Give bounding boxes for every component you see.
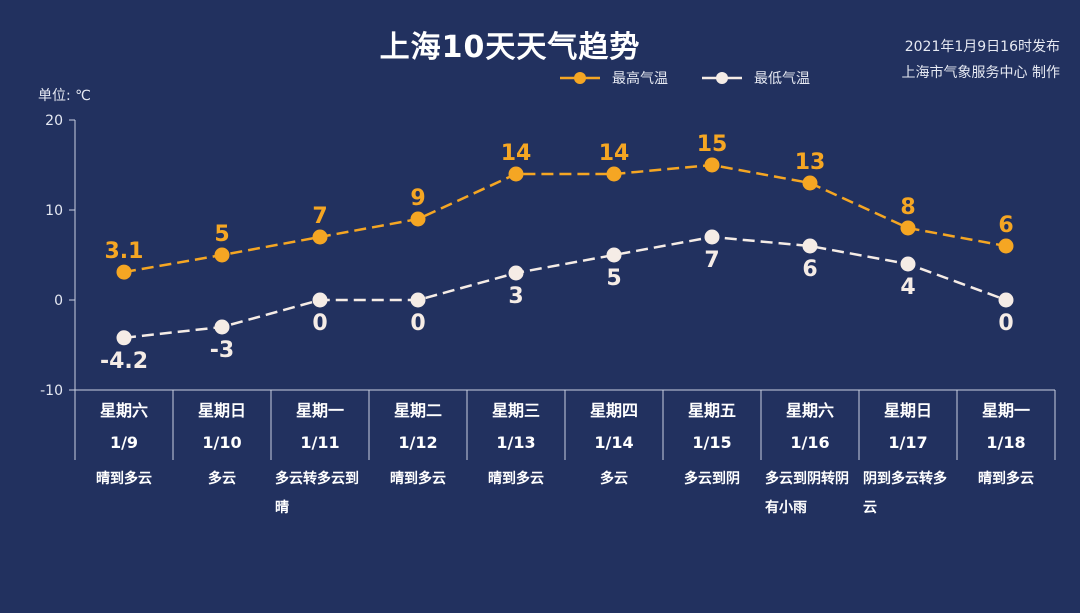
day-cell: 星期六 1/9 (75, 398, 173, 458)
low-data-label: 7 (704, 248, 719, 273)
day-cell: 星期五 1/15 (663, 398, 761, 458)
weather-desc: 多云到阴 (684, 471, 740, 487)
legend-low-label: 最低气温 (754, 71, 810, 87)
y-tick-label: 20 (45, 113, 63, 129)
low-point (802, 238, 818, 254)
high-data-label: 13 (795, 150, 826, 175)
weekday-label: 星期四 (589, 401, 638, 420)
day-cell: 星期日 1/17 (859, 398, 957, 458)
day-cell: 星期二 1/12 (369, 398, 467, 458)
issuer: 上海市气象服务中心 制作 (901, 65, 1060, 81)
low-point (900, 256, 916, 272)
low-data-label: 0 (998, 311, 1013, 336)
weekday-label: 星期六 (99, 401, 148, 420)
low-point (116, 330, 132, 346)
high-point (214, 247, 230, 263)
weekday-label: 星期六 (785, 401, 834, 420)
low-point (410, 292, 426, 308)
issue-time: 2021年1月9日16时发布 (904, 39, 1060, 55)
high-data-label: 14 (501, 141, 532, 166)
date-label: 1/13 (496, 433, 536, 452)
weather-desc: 晴到多云 (978, 471, 1034, 487)
weather-desc: 多云 (600, 471, 628, 487)
low-data-label: 0 (312, 311, 327, 336)
day-cell: 星期四 1/14 (565, 398, 663, 458)
low-point (998, 292, 1014, 308)
weather-desc: 晴到多云 (390, 471, 446, 487)
y-tick-label: -10 (40, 383, 63, 399)
weekday-label: 星期五 (687, 401, 736, 420)
low-data-label: 3 (508, 284, 523, 309)
legend-low-marker-icon (702, 72, 742, 84)
high-data-label: 8 (900, 195, 915, 220)
legend-item-low: 最低气温 (700, 68, 810, 88)
low-point (508, 265, 524, 281)
low-data-label: 4 (900, 275, 915, 300)
weekday-label: 星期一 (981, 401, 1030, 420)
day-cell: 星期日 1/10 (173, 398, 271, 458)
low-data-label: 0 (410, 311, 425, 336)
y-tick-label: 0 (54, 293, 63, 309)
date-label: 1/12 (398, 433, 438, 452)
weather-desc: 阴到多云转多云 (863, 471, 947, 516)
low-data-label: 5 (606, 266, 621, 291)
high-data-label: 6 (998, 213, 1013, 238)
y-axis-unit: 单位: ℃ (38, 88, 91, 104)
date-label: 1/18 (986, 433, 1026, 452)
weekday-label: 星期日 (197, 401, 246, 420)
low-data-label: -3 (210, 338, 234, 363)
weekday-label: 星期日 (883, 401, 932, 420)
legend-high-marker-icon (560, 72, 600, 84)
weather-desc: 多云到阴转阴有小雨 (765, 471, 849, 516)
date-label: 1/14 (594, 433, 634, 452)
date-label: 1/17 (888, 433, 928, 452)
high-point (508, 166, 524, 182)
low-point (214, 319, 230, 335)
series-high-line (123, 163, 1007, 274)
y-tick-label: 10 (45, 203, 63, 219)
chart-legend: 最高气温 最低气温 (558, 68, 842, 88)
day-cell: 星期六 1/16 (761, 398, 859, 458)
high-data-label: 5 (214, 222, 229, 247)
low-point (312, 292, 328, 308)
low-point (704, 229, 720, 245)
legend-high-label: 最高气温 (612, 71, 668, 87)
high-data-label: 14 (599, 141, 630, 166)
low-data-label: 6 (802, 257, 817, 282)
legend-item-high: 最高气温 (558, 68, 668, 88)
date-label: 1/15 (692, 433, 732, 452)
weekday-label: 星期三 (491, 401, 540, 420)
weather-desc: 多云 (208, 471, 236, 487)
page-title: 上海10天天气趋势 (379, 30, 641, 65)
day-cell: 星期一 1/11 (271, 398, 369, 458)
weather-desc: 晴到多云 (488, 471, 544, 487)
date-label: 1/10 (202, 433, 242, 452)
day-cell: 星期三 1/13 (467, 398, 565, 458)
high-point (704, 157, 720, 173)
weekday-label: 星期二 (393, 401, 442, 420)
series-low-line (123, 235, 1007, 340)
high-data-label: 9 (410, 186, 425, 211)
high-point (606, 166, 622, 182)
high-point (998, 238, 1014, 254)
date-label: 1/11 (300, 433, 340, 452)
date-label: 1/16 (790, 433, 830, 452)
high-point (312, 229, 328, 245)
high-point (802, 175, 818, 191)
high-data-label: 7 (312, 204, 327, 229)
day-cell: 星期一 1/18 (957, 398, 1055, 458)
weather-desc: 多云转多云到晴 (275, 471, 359, 516)
high-point (410, 211, 426, 227)
high-data-label: 15 (697, 132, 728, 157)
high-data-label: 3.1 (105, 239, 144, 264)
weekday-label: 星期一 (295, 401, 344, 420)
weather-desc: 晴到多云 (96, 471, 152, 487)
date-label: 1/9 (109, 433, 139, 452)
high-point (900, 220, 916, 236)
low-data-label: -4.2 (100, 349, 148, 374)
high-point (116, 264, 132, 280)
low-point (606, 247, 622, 263)
